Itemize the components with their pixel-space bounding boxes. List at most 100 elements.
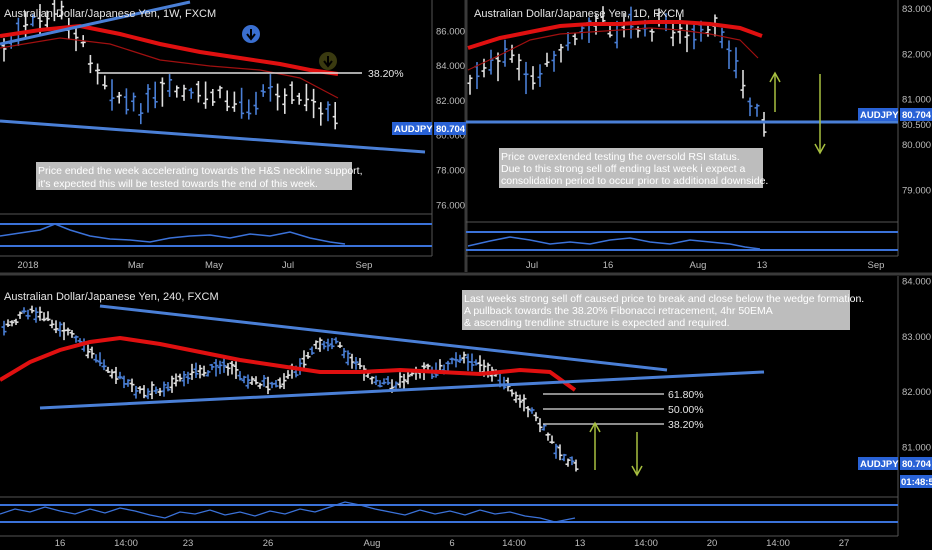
weekly-rsi-pane bbox=[0, 223, 432, 247]
h4-bar bbox=[325, 338, 331, 352]
h4-bar bbox=[337, 341, 343, 349]
weekly-bar bbox=[59, 0, 65, 20]
weekly-annotation-box bbox=[36, 162, 352, 190]
h4-ytick: 82.000 bbox=[902, 387, 931, 398]
weekly-bar bbox=[275, 83, 281, 111]
h4-bar bbox=[353, 357, 359, 370]
h4-fib-label-382: 38.20% bbox=[668, 419, 704, 431]
weekly-annotation-line-1: Price ended the week accelerating toward… bbox=[38, 165, 363, 177]
weekly-xtick: Mar bbox=[128, 260, 144, 271]
h4-bar bbox=[25, 309, 31, 320]
daily-bar bbox=[558, 43, 564, 63]
h4-ohlc-bars bbox=[1, 305, 579, 472]
weekly-bar bbox=[95, 63, 101, 85]
daily-bar bbox=[495, 52, 501, 82]
h4-xtick: 14:00 bbox=[634, 538, 658, 549]
weekly-fib-label: 38.20% bbox=[368, 68, 404, 80]
weekly-bar bbox=[303, 83, 309, 112]
weekly-y-axis: 86.000 84.000 82.000 80.000 78.000 76.000 bbox=[436, 26, 465, 211]
h4-bar bbox=[117, 371, 123, 380]
weekly-bar bbox=[246, 99, 252, 120]
weekly-bar bbox=[131, 92, 137, 112]
h4-bar bbox=[17, 311, 23, 319]
h4-bar bbox=[381, 378, 387, 385]
h4-price-tag[interactable] bbox=[858, 457, 898, 470]
daily-bar bbox=[705, 25, 711, 37]
weekly-ytick: 84.000 bbox=[436, 61, 465, 72]
h4-xtick: 20 bbox=[707, 538, 718, 549]
h4-bar bbox=[517, 394, 523, 408]
daily-hidden-tick: 80.500 bbox=[902, 120, 931, 131]
h4-bar bbox=[189, 363, 195, 380]
daily-ytick: 79.000 bbox=[902, 185, 931, 196]
h4-bar bbox=[529, 407, 535, 414]
h4-bar bbox=[129, 378, 135, 393]
daily-down-arrow bbox=[814, 74, 826, 155]
h4-bar bbox=[209, 363, 215, 371]
h4-bar bbox=[573, 459, 579, 472]
h4-bar bbox=[313, 340, 319, 350]
daily-bar bbox=[537, 64, 543, 87]
daily-bar bbox=[670, 20, 676, 47]
daily-bar bbox=[509, 44, 515, 63]
h4-annotation-line-1: Last weeks strong sell off caused price … bbox=[464, 293, 864, 305]
weekly-bar bbox=[102, 75, 108, 90]
h4-bar bbox=[393, 381, 399, 389]
h4-annotation-box bbox=[462, 290, 850, 330]
weekly-bar bbox=[311, 88, 317, 119]
h4-price-tag-value bbox=[900, 457, 932, 470]
h4-bar bbox=[33, 307, 39, 323]
h4-bar bbox=[169, 375, 175, 393]
h4-bar bbox=[161, 381, 167, 397]
weekly-price-tag[interactable] bbox=[392, 122, 432, 135]
weekly-ytick: 78.000 bbox=[436, 166, 465, 177]
h4-bar bbox=[85, 344, 91, 359]
h4-bar bbox=[37, 306, 43, 321]
weekly-bar bbox=[289, 81, 295, 105]
weekly-bar bbox=[123, 88, 129, 115]
h4-bar bbox=[153, 386, 159, 394]
panel-frames bbox=[0, 0, 932, 537]
daily-bar bbox=[565, 32, 571, 51]
h4-bar bbox=[369, 376, 375, 385]
weekly-bar bbox=[73, 25, 79, 52]
daily-bar bbox=[516, 53, 522, 81]
h4-title: Australian Dollar/Japanese Yen, 240, FXC… bbox=[4, 291, 219, 303]
h4-x-axis: 16 14:00 23 26 Aug 6 14:00 13 14:00 20 14:00 27 bbox=[55, 538, 850, 549]
h4-lower-trendline bbox=[39, 370, 765, 410]
h4-bar bbox=[277, 377, 283, 389]
weekly-ytick: 76.000 bbox=[436, 200, 465, 211]
daily-xtick: 13 bbox=[757, 260, 768, 271]
h4-up-arrow bbox=[589, 421, 601, 470]
h4-bar bbox=[285, 370, 291, 379]
h4-bar bbox=[405, 372, 411, 385]
h4-bar bbox=[49, 319, 55, 329]
weekly-bar bbox=[30, 14, 36, 27]
daily-xtick: 16 bbox=[603, 260, 614, 271]
h4-bar bbox=[217, 360, 223, 375]
h4-bar bbox=[225, 363, 231, 376]
daily-y-axis: 83.000 82.000 81.000 80.000 79.000 bbox=[902, 4, 931, 196]
h4-bar bbox=[97, 352, 103, 367]
daily-price-tag[interactable] bbox=[858, 108, 898, 121]
weekly-ytick: 82.000 bbox=[436, 96, 465, 107]
h4-bar bbox=[241, 375, 247, 384]
h4-bar bbox=[401, 373, 407, 390]
h4-xtick: 14:00 bbox=[502, 538, 526, 549]
h4-bar bbox=[5, 319, 11, 327]
weekly-bar bbox=[174, 85, 180, 98]
daily-ema-line bbox=[467, 20, 763, 50]
h4-bar bbox=[125, 379, 131, 387]
h4-annotation-line-3: & ascending trendline structure is expec… bbox=[464, 317, 730, 329]
weekly-bar bbox=[152, 81, 158, 109]
daily-annotation-box bbox=[499, 148, 763, 188]
weekly-xtick: 2018 bbox=[17, 260, 38, 271]
h4-bar bbox=[237, 371, 243, 381]
h4-bar bbox=[569, 456, 575, 466]
h4-bar bbox=[297, 358, 303, 375]
weekly-bar bbox=[239, 87, 245, 119]
h4-bar bbox=[197, 364, 203, 379]
h4-bar bbox=[513, 391, 519, 403]
weekly-bar bbox=[159, 77, 165, 107]
